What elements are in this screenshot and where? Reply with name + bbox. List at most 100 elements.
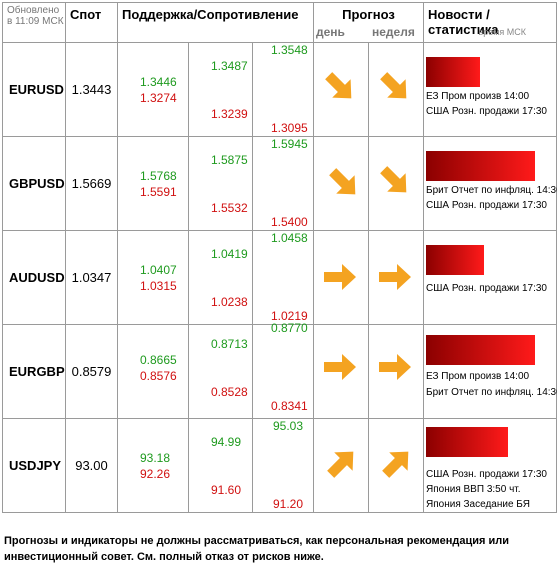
news-item: Япония Заседание БЯ xyxy=(426,499,530,510)
spot-cell: 0.8579 xyxy=(65,324,118,419)
arrow-up-right-icon xyxy=(327,451,354,478)
time-label: время МСК xyxy=(478,27,527,37)
symbol-cell: AUDUSD xyxy=(2,230,66,325)
arrow-down-right-icon xyxy=(380,166,407,193)
news-item: Япония ВВП 3:50 чт. xyxy=(426,484,521,495)
arrow-right-icon xyxy=(379,354,411,380)
symbol-cell: EURUSD xyxy=(2,42,66,137)
level-col-3: 1.5945 1.5400 xyxy=(252,136,314,231)
week-forecast xyxy=(367,230,425,325)
resistance-2: 0.8528 xyxy=(211,385,248,399)
resistance-3: 0.8341 xyxy=(271,399,308,413)
table-row: EURGBP 0.8579 0.8665 0.8576 0.8713 0.852… xyxy=(2,321,557,419)
news-cell: США Розн. продажи 17:30 xyxy=(423,230,557,325)
day-forecast xyxy=(313,230,369,325)
arrow-down-right-icon xyxy=(380,72,407,99)
support-1: 93.18 xyxy=(140,451,171,465)
forecast-title: Прогноз xyxy=(342,7,395,22)
news-item: США Розн. продажи 17:30 xyxy=(426,469,547,480)
level-col-1: 1.3446 1.3274 xyxy=(117,42,189,137)
arrow-up-right-icon xyxy=(382,451,409,478)
spot-cell: 1.5669 xyxy=(65,136,118,231)
support-1: 1.3446 xyxy=(140,75,177,89)
arrow-right-icon xyxy=(379,264,411,290)
news-item: ЕЗ Пром произв 14:00 xyxy=(426,371,530,382)
table-row: AUDUSD 1.0347 1.0407 1.0315 1.0419 1.023… xyxy=(2,230,557,325)
resistance-1: 1.5591 xyxy=(140,185,177,199)
day-forecast xyxy=(313,136,369,231)
news-cell: США Розн. продажи 17:30 Япония ВВП 3:50 … xyxy=(423,418,557,513)
level-col-2: 1.3487 1.3239 xyxy=(188,42,253,137)
news-impact-bar xyxy=(426,245,485,275)
resistance-1: 1.0315 xyxy=(140,279,177,293)
table-row: USDJPY 93.00 93.18 92.26 94.99 91.60 95.… xyxy=(2,418,557,513)
updated-time: в 11:09 МСК xyxy=(7,16,64,27)
news-item: Брит Отчет по инфляц. 14:30 xyxy=(426,185,557,196)
symbol-cell: EURGBP xyxy=(2,324,66,419)
table-row: EURUSD 1.3443 1.3446 1.3274 1.3487 1.323… xyxy=(2,42,557,137)
news-item: США Розн. продажи 17:30 xyxy=(426,200,547,211)
level-col-1: 1.5768 1.5591 xyxy=(117,136,189,231)
resistance-3: 91.20 xyxy=(273,497,304,511)
week-forecast xyxy=(367,418,425,513)
level-col-3: 1.3548 1.3095 xyxy=(252,42,314,137)
news-cell: ЕЗ Пром произв 14:00 США Розн. продажи 1… xyxy=(423,42,557,137)
support-3: 1.3548 xyxy=(271,43,308,57)
news-item: США Розн. продажи 17:30 xyxy=(426,283,547,294)
support-3: 1.5945 xyxy=(271,137,308,151)
support-3: 1.0458 xyxy=(271,231,308,245)
day-forecast xyxy=(313,324,369,419)
support-2: 1.0419 xyxy=(211,247,248,261)
level-col-3: 1.0458 1.0219 xyxy=(252,230,314,325)
week-forecast xyxy=(367,324,425,419)
week-forecast xyxy=(367,136,425,231)
support-1: 0.8665 xyxy=(140,353,177,367)
news-item: ЕЗ Пром произв 14:00 xyxy=(426,91,530,102)
support-2: 0.8713 xyxy=(211,337,248,351)
symbol-cell: USDJPY xyxy=(2,418,66,513)
arrow-down-right-icon xyxy=(325,72,352,99)
support-1: 1.0407 xyxy=(140,263,177,277)
disclaimer: Прогнозы и индикаторы не должны рассматр… xyxy=(4,535,510,563)
resistance-2: 1.3239 xyxy=(211,107,248,121)
level-col-2: 1.0419 1.0238 xyxy=(188,230,253,325)
day-forecast xyxy=(313,42,369,137)
spot-cell: 1.0347 xyxy=(65,230,118,325)
support-1: 1.5768 xyxy=(140,169,177,183)
news-impact-bar xyxy=(426,151,536,181)
week-label: неделя xyxy=(372,25,415,39)
resistance-2: 91.60 xyxy=(211,483,242,497)
news-impact-bar xyxy=(426,427,509,457)
news-item: Брит Отчет по инфляц. 14:30 xyxy=(426,387,557,398)
level-col-2: 1.5875 1.5532 xyxy=(188,136,253,231)
spot-header: Спот xyxy=(65,2,118,43)
level-col-3: 95.03 91.20 xyxy=(252,418,314,513)
arrow-right-icon xyxy=(324,354,356,380)
forecast-table: Обновлено в 11:09 МСК Спот Поддержка/Соп… xyxy=(2,2,557,513)
news-impact-bar xyxy=(426,57,481,87)
support-2: 1.5875 xyxy=(211,153,248,167)
day-label: день xyxy=(316,25,345,39)
sr-header: Поддержка/Сопротивление xyxy=(117,2,314,43)
support-3: 0.8770 xyxy=(271,321,308,335)
resistance-3: 1.5400 xyxy=(271,215,308,229)
level-col-2: 94.99 91.60 xyxy=(188,418,253,513)
day-forecast xyxy=(313,418,369,513)
resistance-1: 0.8576 xyxy=(140,369,177,383)
level-col-1: 93.18 92.26 xyxy=(117,418,189,513)
level-col-1: 1.0407 1.0315 xyxy=(117,230,189,325)
table-row: GBPUSD 1.5669 1.5768 1.5591 1.5875 1.553… xyxy=(2,136,557,231)
arrow-right-icon xyxy=(324,264,356,290)
week-forecast xyxy=(367,42,425,137)
support-2: 94.99 xyxy=(211,435,242,449)
updated-cell: Обновлено в 11:09 МСК xyxy=(2,2,66,43)
resistance-3: 1.0219 xyxy=(271,309,308,323)
level-col-3: 0.8770 0.8341 xyxy=(252,321,314,419)
news-cell: ЕЗ Пром произв 14:00 Брит Отчет по инфля… xyxy=(423,324,557,419)
news-header: Новости / статистика время МСК xyxy=(423,2,557,43)
resistance-2: 1.5532 xyxy=(211,201,248,215)
forecast-header: Прогноз день неделя xyxy=(312,2,425,43)
resistance-1: 92.26 xyxy=(140,467,171,481)
spot-cell: 93.00 xyxy=(65,418,118,513)
